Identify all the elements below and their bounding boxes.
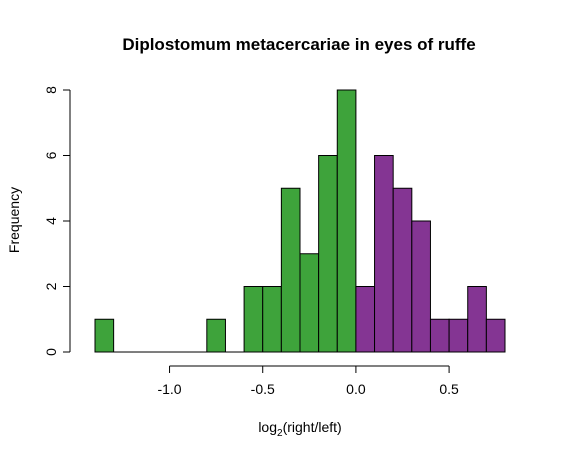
x-tick-label: -0.5 bbox=[251, 381, 275, 397]
histogram-bar bbox=[467, 286, 487, 353]
histogram-bar bbox=[429, 318, 450, 353]
x-tick-label: 0.0 bbox=[346, 381, 366, 397]
histogram-bar bbox=[411, 220, 431, 353]
histogram-bar bbox=[374, 155, 394, 353]
y-tick-label: 8 bbox=[43, 86, 59, 94]
histogram-bars bbox=[94, 89, 506, 353]
x-axis: -1.0 -0.5 0.0 0.5 bbox=[157, 365, 459, 397]
histogram-bar bbox=[318, 155, 338, 353]
y-axis-label: Frequency bbox=[6, 187, 22, 253]
histogram-bar bbox=[243, 286, 264, 353]
y-tick-label: 6 bbox=[43, 151, 59, 159]
histogram-bar bbox=[448, 318, 469, 353]
histogram-bar bbox=[262, 286, 282, 353]
histogram-bar bbox=[485, 318, 506, 353]
histogram-bar bbox=[280, 187, 301, 353]
histogram-bar bbox=[299, 253, 320, 353]
x-tick-label: 0.5 bbox=[439, 381, 459, 397]
y-tick-label: 0 bbox=[43, 348, 59, 356]
chart-title: Diplostomum metacercariae in eyes of ruf… bbox=[122, 35, 475, 54]
histogram-bar bbox=[336, 89, 357, 353]
histogram-bar bbox=[206, 318, 226, 353]
y-tick-label: 4 bbox=[43, 217, 59, 225]
x-axis-label: log2(right/left) bbox=[258, 419, 341, 439]
histogram-bar bbox=[392, 187, 413, 353]
histogram-bar bbox=[355, 286, 376, 353]
x-tick-label: -1.0 bbox=[157, 381, 181, 397]
y-tick-label: 2 bbox=[43, 282, 59, 290]
y-axis: 0 2 4 6 8 bbox=[43, 86, 71, 356]
histogram-bar bbox=[94, 318, 115, 353]
